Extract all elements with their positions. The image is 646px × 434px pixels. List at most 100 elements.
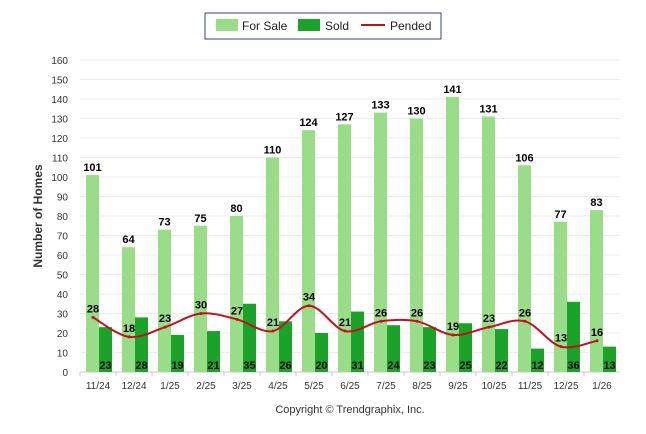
label-sold: 36 (567, 360, 579, 372)
label-for-sale: 127 (335, 111, 353, 123)
label-sold: 28 (135, 360, 147, 372)
label-sold: 13 (603, 360, 615, 372)
label-pended: 19 (447, 321, 459, 333)
label-for-sale: 130 (407, 106, 425, 118)
label-sold: 25 (459, 360, 471, 372)
label-for-sale: 75 (194, 213, 206, 225)
x-tick-label: 6/25 (340, 381, 360, 392)
bar-sold (135, 317, 148, 372)
bar-for-sale (302, 130, 315, 372)
bar-for-sale (518, 165, 531, 372)
bar-sold (531, 348, 544, 372)
label-pended: 21 (267, 317, 279, 329)
legend-swatch-for-sale (216, 19, 238, 31)
label-pended: 16 (591, 327, 603, 339)
y-tick-label: 110 (52, 154, 68, 165)
bar-sold (99, 327, 112, 372)
y-tick-label: 120 (51, 134, 68, 145)
pended-point (127, 335, 131, 339)
label-for-sale: 106 (515, 152, 533, 164)
bar-for-sale (158, 229, 171, 372)
label-sold: 22 (495, 360, 507, 372)
y-tick-label: 60 (57, 251, 69, 262)
y-tick-label: 140 (51, 95, 68, 106)
y-tick-label: 0 (62, 368, 68, 379)
label-sold: 31 (351, 360, 363, 372)
legend-label-for-sale: For Sale (242, 19, 288, 33)
legend-label-sold: Sold (325, 19, 349, 33)
legend-box (204, 12, 442, 40)
legend-swatch-sold (298, 19, 320, 31)
pended-point (307, 304, 311, 308)
bar-for-sale (554, 221, 567, 372)
label-for-sale: 83 (590, 197, 602, 209)
y-tick-label: 40 (57, 290, 69, 301)
pended-point (91, 315, 95, 319)
bar-sold (495, 329, 508, 372)
pended-point (559, 345, 563, 349)
y-axis-ticks: 0 10 20 30 40 50 60 70 80 90 100 110 120 130 140 150 160 (51, 56, 68, 379)
label-for-sale: 124 (299, 117, 318, 129)
bar-for-sale (338, 124, 351, 372)
pended-point (343, 329, 347, 333)
bar-sold (243, 303, 256, 372)
copyright-credit: Copyright © Trendgraphix, Inc. (275, 404, 424, 416)
label-for-sale: 64 (122, 234, 135, 246)
pended-point (199, 312, 203, 315)
bar-for-sale (86, 175, 99, 372)
pended-point (235, 317, 239, 321)
y-tick-label: 90 (57, 193, 69, 204)
y-tick-label: 50 (57, 271, 69, 282)
bar-for-sale (194, 225, 207, 372)
label-for-sale: 80 (230, 203, 242, 215)
pended-point (379, 319, 383, 323)
bar-sold (207, 331, 220, 372)
label-sold: 35 (243, 360, 255, 372)
bar-for-sale (122, 247, 135, 372)
label-sold: 21 (207, 360, 219, 372)
y-tick-label: 80 (57, 212, 69, 223)
x-tick-label: 11/24 (86, 381, 111, 392)
label-sold: 23 (99, 360, 111, 372)
bar-sold (351, 311, 364, 372)
label-for-sale: 141 (443, 84, 461, 96)
label-for-sale: 77 (554, 209, 566, 221)
pended-line-group (91, 304, 599, 349)
bar-for-sale (230, 216, 243, 372)
pended-point (415, 319, 419, 323)
x-tick-label: 10/25 (481, 381, 506, 392)
x-tick-label: 12/24 (121, 381, 146, 392)
y-tick-label: 150 (51, 76, 68, 87)
bar-sold (171, 334, 184, 372)
label-sold: 26 (279, 360, 291, 372)
label-pended: 21 (339, 317, 351, 329)
pended-point (523, 319, 527, 323)
x-tick-label: 2/25 (196, 381, 216, 392)
pended-point (451, 333, 455, 337)
label-sold: 19 (171, 360, 183, 372)
bar-for-sale (446, 97, 459, 373)
label-sold: 20 (315, 360, 327, 372)
label-pended: 26 (519, 307, 531, 319)
bar-sold (315, 333, 328, 372)
label-pended: 34 (303, 292, 316, 304)
x-tick-label: 5/25 (304, 381, 324, 392)
label-sold: 24 (387, 360, 400, 372)
x-tick-label: 9/25 (448, 381, 468, 392)
bar-sold (387, 325, 400, 372)
pended-point (595, 339, 599, 343)
bar-for-sale (410, 118, 423, 372)
pended-point (163, 325, 167, 329)
x-tick-label: 3/25 (232, 381, 252, 392)
x-tick-label: 4/25 (268, 381, 288, 392)
y-tick-label: 130 (51, 115, 68, 126)
bar-for-sale (266, 157, 279, 372)
pended-point (487, 325, 491, 329)
label-pended: 23 (159, 313, 171, 325)
bars (86, 97, 616, 373)
x-tick-label: 8/25 (412, 381, 432, 392)
bar-for-sale (590, 210, 603, 372)
label-pended: 30 (195, 300, 207, 312)
x-tick-label: 11/25 (518, 381, 543, 392)
